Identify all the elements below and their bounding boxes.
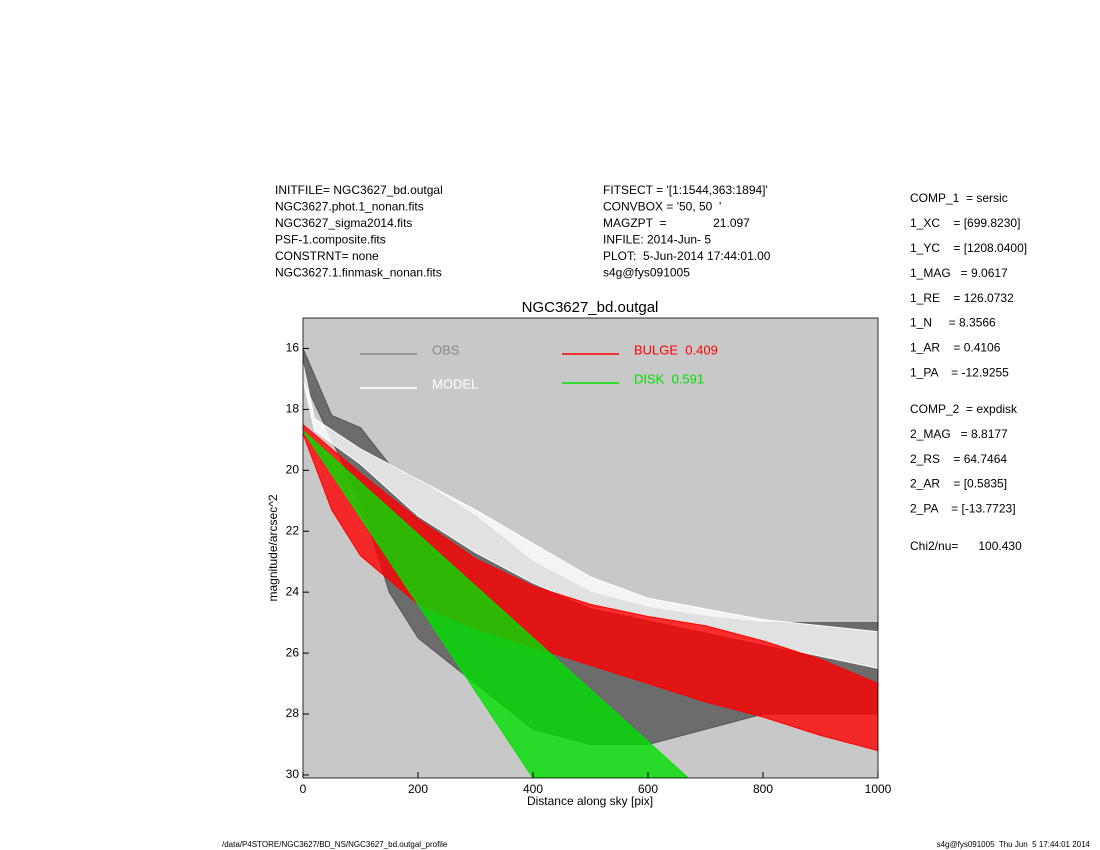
fit-parameter: 1_RE = 126.0732 bbox=[910, 291, 1014, 305]
header-line: FITSECT = '[1:1544,363:1894]' bbox=[603, 183, 768, 197]
y-tick-label: 24 bbox=[286, 584, 300, 598]
header-line: PLOT: 5-Jun-2014 17:44:01.00 bbox=[603, 249, 771, 263]
header-line: MAGZPT = 21.097 bbox=[603, 216, 750, 230]
fit-parameter: 1_YC = [1208.0400] bbox=[910, 241, 1027, 255]
fit-parameter: 2_PA = [-13.7723] bbox=[910, 501, 1016, 515]
fit-parameter: 1_AR = 0.4106 bbox=[910, 341, 1001, 355]
plot-frame bbox=[302, 317, 879, 779]
x-tick-label: 200 bbox=[408, 782, 428, 796]
header-line: CONVBOX = '50, 50 ' bbox=[603, 200, 721, 214]
x-tick-label: 400 bbox=[523, 782, 543, 796]
fit-parameter: 1_PA = -12.9255 bbox=[910, 365, 1009, 379]
y-tick-label: 30 bbox=[286, 767, 300, 781]
y-axis-label: magnitude/arcsec^2 bbox=[266, 494, 280, 601]
header-line: NGC3627.1.finmask_nonan.fits bbox=[275, 266, 442, 280]
header-line: PSF-1.composite.fits bbox=[275, 233, 386, 247]
footer-right: s4g@fys091005 Thu Jun 5 17:44:01 2014 bbox=[937, 840, 1091, 849]
band bbox=[303, 430, 689, 778]
y-tick-label: 28 bbox=[286, 706, 300, 720]
fit-parameter: 1_MAG = 9.0617 bbox=[910, 266, 1008, 280]
fit-parameter: COMP_1 = sersic bbox=[910, 191, 1008, 205]
fit-parameter: COMP_2 = expdisk bbox=[910, 402, 1018, 416]
x-tick-label: 1000 bbox=[865, 782, 892, 796]
fit-parameter: 2_RS = 64.7464 bbox=[910, 452, 1007, 466]
legend-label: DISK 0.591 bbox=[634, 371, 704, 386]
header-line: INFILE: 2014-Jun- 5 bbox=[603, 233, 711, 247]
fit-parameter: 1_N = 8.3566 bbox=[910, 316, 996, 330]
fit-parameter: 2_MAG = 8.8177 bbox=[910, 427, 1008, 441]
header-line: CONSTRNT= none bbox=[275, 249, 379, 263]
footer-left: /data/P4STORE/NGC3627/BD_NS/NGC3627_bd.o… bbox=[222, 840, 448, 849]
x-tick-label: 600 bbox=[638, 782, 658, 796]
x-tick-label: 0 bbox=[300, 782, 307, 796]
legend-label: OBS bbox=[432, 342, 460, 357]
header-line: s4g@fys091005 bbox=[603, 266, 690, 280]
header-line: NGC3627.phot.1_nonan.fits bbox=[275, 200, 424, 214]
fit-parameter: 2_AR = [0.5835] bbox=[910, 477, 1007, 491]
x-tick-label: 800 bbox=[753, 782, 773, 796]
fit-parameter: 1_XC = [699.8230] bbox=[910, 216, 1020, 230]
legend-label: MODEL bbox=[432, 376, 478, 391]
header-line: NGC3627_sigma2014.fits bbox=[275, 216, 412, 230]
y-tick-label: 20 bbox=[286, 462, 300, 476]
y-tick-label: 26 bbox=[286, 645, 300, 659]
legend-label: BULGE 0.409 bbox=[634, 342, 718, 357]
y-tick-label: 22 bbox=[286, 523, 300, 537]
chart-title: NGC3627_bd.outgal bbox=[522, 299, 659, 316]
x-axis-label: Distance along sky [pix] bbox=[527, 794, 653, 808]
y-tick-label: 18 bbox=[286, 402, 300, 416]
y-tick-label: 16 bbox=[286, 341, 300, 355]
fit-parameter: Chi2/nu= 100.430 bbox=[910, 539, 1022, 553]
header-line: INITFILE= NGC3627_bd.outgal bbox=[275, 183, 443, 197]
